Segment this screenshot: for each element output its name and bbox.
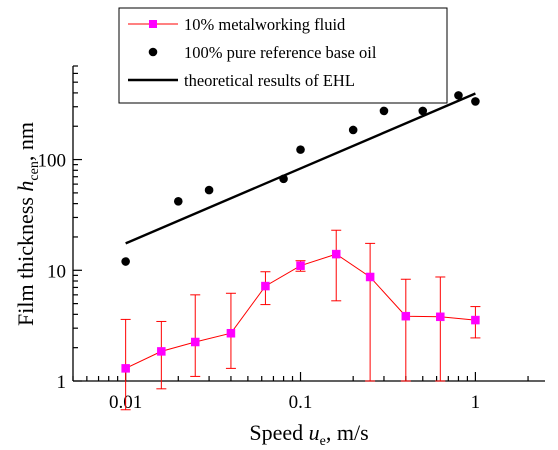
y-axis-ticks: 1 10 100: [38, 65, 82, 393]
x-tick-label: 0.1: [289, 392, 313, 413]
reference-oil-point: [471, 97, 480, 106]
reference-oil-point: [279, 174, 288, 184]
metalworking-fluid-point: [296, 261, 305, 270]
reference-oil-point: [454, 91, 463, 100]
reference-oil-point: [418, 106, 428, 116]
y-axis-title: Film thickness hcen, nm: [13, 122, 42, 326]
chart-marks: [120, 91, 481, 411]
legend-label: theoretical results of EHL: [184, 71, 355, 90]
metalworking-fluid-point: [157, 347, 166, 356]
metalworking-fluid-point: [471, 315, 480, 325]
x-axis-ticks: 0.01 0.1 1: [72, 372, 529, 413]
reference-oil-point: [348, 125, 358, 135]
axis-titles: Speed ue, m/s Film thickness hcen, nm: [13, 122, 369, 449]
metalworking-fluid-point: [226, 328, 236, 338]
reference-oil-point: [379, 106, 389, 116]
legend-swatch-marker: [149, 20, 157, 28]
plot-frame: [72, 66, 545, 382]
reference-oil-point: [204, 185, 214, 195]
reference-oil-point: [296, 145, 305, 154]
reference-oil-point: [121, 257, 130, 266]
metalworking-fluid-point: [365, 272, 375, 282]
metalworking-fluid-point: [401, 311, 411, 321]
x-tick-label: 1: [471, 392, 481, 413]
metalworking-fluid-point: [121, 364, 130, 373]
y-tick-label: 100: [38, 151, 67, 172]
metalworking-fluid-point: [190, 337, 200, 347]
y-tick-label: 10: [47, 261, 66, 282]
reference-oil-point: [173, 196, 183, 206]
ehl-theory-line: [125, 92, 476, 245]
legend: 10% metalworking fluid 100% pure referenc…: [118, 7, 448, 104]
metalworking-fluid-point: [261, 281, 270, 291]
metalworking-fluid-point: [331, 249, 341, 259]
legend-label: 100% pure reference base oil: [184, 43, 377, 62]
legend-swatch-marker: [148, 47, 158, 57]
x-axis-title: Speed ue, m/s: [249, 420, 368, 449]
metalworking-fluid-point: [436, 312, 445, 322]
y-tick-label: 1: [57, 372, 67, 393]
legend-label: 10% metalworking fluid: [184, 15, 346, 34]
